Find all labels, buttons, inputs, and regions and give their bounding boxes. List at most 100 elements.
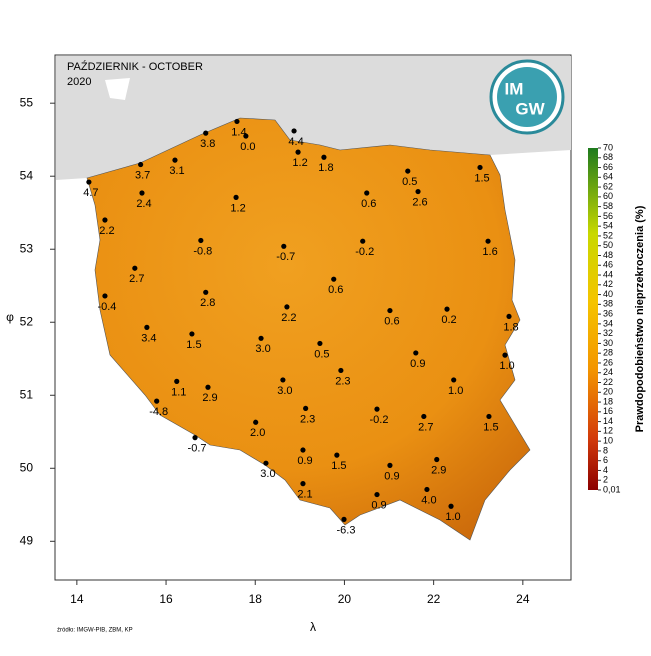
station-value: 4.7 (83, 187, 98, 199)
station-dot (387, 307, 393, 314)
colorbar-tick-label: 38 (603, 299, 613, 309)
source-note: źródło: IMGW-PIB, ZBM, KP (57, 628, 133, 634)
station-dot (295, 149, 301, 155)
sea (56, 56, 571, 180)
station-value: -0.2 (370, 414, 389, 426)
station-dot (303, 405, 309, 412)
x-tick-label: 20 (338, 592, 352, 606)
x-tick-label: 16 (159, 592, 173, 606)
colorbar-tick-label: 10 (603, 436, 613, 446)
colorbar-tick-label: 28 (603, 348, 613, 358)
station-value: 1.0 (445, 511, 460, 523)
colorbar-tick-label: 8 (603, 445, 608, 455)
station-dot (338, 367, 344, 374)
station-dot (132, 265, 138, 271)
y-tick-label: 52 (20, 314, 34, 328)
x-tick-label: 14 (70, 592, 84, 606)
station-value: 2.2 (99, 225, 114, 237)
station-value: 2.8 (200, 297, 215, 309)
colorbar-tick-label: 12 (603, 426, 613, 436)
station-value: -0.4 (97, 301, 116, 313)
station-dot (284, 304, 290, 310)
station-dot (421, 413, 427, 420)
colorbar-tick-label: 52 (603, 230, 613, 240)
colorbar-tick-label: 70 (603, 142, 613, 152)
x-tick-label: 22 (427, 592, 441, 606)
y-tick-label: 51 (20, 387, 34, 401)
station-value: 3.8 (200, 138, 215, 150)
colorbar-tick-label: 2 (603, 475, 608, 485)
station-value: 2.0 (250, 427, 265, 439)
station-value: 2.9 (202, 392, 217, 404)
station-dot (506, 313, 512, 320)
station-dot (364, 190, 370, 196)
station-value: -0.8 (193, 245, 212, 257)
station-value: 1.5 (483, 421, 498, 433)
colorbar-tick-label: 66 (603, 162, 613, 172)
station-value: 1.5 (331, 460, 346, 472)
station-dot (243, 133, 249, 139)
x-tick-label: 18 (249, 592, 263, 606)
colorbar-tick-label: 24 (603, 367, 613, 377)
station-dot (253, 419, 259, 425)
x-tick-label: 24 (516, 592, 530, 606)
map-title: PAŹDZIERNIK - OCTOBER (67, 60, 203, 73)
station-dot (434, 456, 440, 463)
station-dot (317, 340, 323, 347)
station-value: 2.7 (418, 421, 433, 433)
y-tick-label: 53 (20, 241, 34, 255)
station-dot (341, 516, 347, 522)
station-dot (198, 237, 204, 244)
colorbar-title: Prawdopodobieństwo nieprzekroczenia (%) (634, 205, 646, 432)
y-axis-label: φ (6, 310, 14, 324)
station-dot (139, 190, 145, 196)
map-subtitle: 2020 (67, 76, 91, 88)
colorbar-tick-label: 56 (603, 211, 613, 221)
station-dot (280, 377, 286, 383)
station-value: 0.6 (361, 198, 376, 210)
station-value: 1.2 (292, 157, 307, 169)
colorbar-tick-label: 64 (603, 172, 613, 182)
station-value: 1.8 (503, 321, 518, 333)
station-value: 3.0 (260, 468, 275, 480)
station-dot (321, 154, 327, 160)
station-dot (189, 331, 195, 337)
station-dot (485, 238, 491, 244)
y-tick-label: 49 (20, 533, 34, 547)
logo-disc (497, 67, 557, 127)
station-value: 0.5 (314, 348, 329, 360)
colorbar-tick-label: 62 (603, 181, 613, 191)
station-dot (102, 217, 108, 223)
x-axis-label: λ (310, 620, 316, 634)
colorbar-tick-label: 26 (603, 357, 613, 367)
station-value: 2.7 (129, 273, 144, 285)
station-dot (144, 324, 150, 330)
station-value: 1.6 (482, 246, 497, 258)
logo-text: GW (515, 99, 545, 118)
station-dot (448, 503, 454, 509)
station-dot (405, 168, 411, 174)
station-value: 2.6 (412, 196, 427, 208)
poland-area (86, 117, 531, 541)
colorbar-tick-label: 32 (603, 328, 613, 338)
station-dot (203, 289, 209, 295)
station-value: 0.5 (402, 176, 417, 188)
colorbar-tick-label: 58 (603, 201, 613, 211)
colorbar-tick-label: 44 (603, 269, 613, 279)
station-dot (334, 452, 340, 458)
station-value: 3.0 (277, 385, 292, 397)
station-value: 2.3 (300, 413, 315, 425)
colorbar-tick-label: 16 (603, 406, 613, 416)
station-value: 0.0 (240, 141, 255, 153)
logo: IM GW (489, 59, 565, 135)
y-tick-label: 50 (20, 460, 34, 474)
station-dot (502, 352, 508, 358)
station-value: 1.5 (186, 339, 201, 351)
station-value: 1.0 (448, 385, 463, 397)
station-value: 1.5 (474, 172, 489, 184)
colorbar-tick-label: 34 (603, 318, 613, 328)
station-value: 1.4 (231, 126, 246, 138)
station-dot (234, 118, 240, 125)
station-dot (424, 486, 430, 493)
station-value: 1.1 (171, 386, 186, 398)
